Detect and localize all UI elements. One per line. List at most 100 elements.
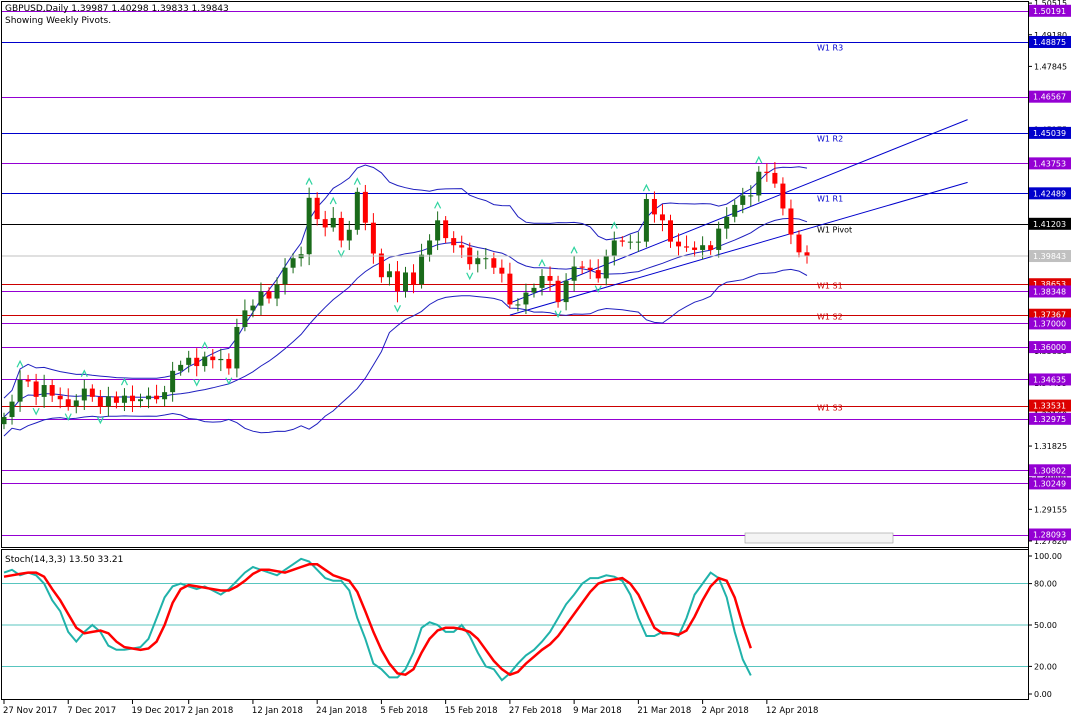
fractal-up-arrow <box>80 369 88 377</box>
price-tick-label: 1.31825 <box>1034 442 1067 451</box>
stoch-tick-label: 100.00 <box>1034 552 1062 561</box>
candle-bull <box>635 241 641 243</box>
candle-bull <box>435 220 441 241</box>
level-price-tag-label: 1.32975 <box>1033 415 1066 424</box>
level-price-tag <box>1029 477 1071 490</box>
candle-bull <box>563 280 569 303</box>
fractal-up-arrow <box>755 155 763 164</box>
level-name-label: W1 R3 <box>817 44 843 53</box>
time-axis: 27 Nov 2017 7 Dec 2017 19 Dec 2017 2 Jan 20… <box>3 700 818 716</box>
fractal-down-arrow <box>193 379 201 387</box>
level-price-tag <box>1029 126 1071 139</box>
candle-bull <box>105 396 111 407</box>
stoch-signal-line <box>3 563 752 677</box>
candle-bear <box>579 266 585 268</box>
candle-bull <box>346 229 352 241</box>
candle-bull <box>523 292 529 305</box>
level-price-tag <box>1029 373 1071 386</box>
bollinger-lower-band <box>3 268 808 437</box>
fractal-up-arrow <box>120 377 128 386</box>
candle-bear <box>113 396 119 403</box>
time-tick-label: 19 Dec 2017 <box>131 706 185 716</box>
candle-bull <box>603 255 609 279</box>
level-price-tag <box>1029 35 1071 48</box>
level-name-label: W1 R2 <box>817 135 843 144</box>
candle-bull <box>81 388 87 401</box>
candle-bear <box>619 240 625 242</box>
level-name-label: W1 Pivot <box>817 226 852 235</box>
stoch-main-line <box>3 557 752 682</box>
level-price-tag-label: 1.43753 <box>1033 159 1066 168</box>
time-tick-label: 5 Feb 2018 <box>380 706 428 716</box>
candle-bull <box>700 245 706 250</box>
candle-bear <box>194 357 200 367</box>
candle-bull <box>483 258 489 260</box>
candle-bear <box>587 267 593 271</box>
level-price-tag <box>1029 464 1071 477</box>
fractal-up-arrow <box>434 201 442 209</box>
candle-bull <box>716 228 722 250</box>
bollinger-bands <box>3 164 808 437</box>
candle-bear <box>764 171 770 173</box>
level-price-tag <box>1029 187 1071 200</box>
time-tick-label: 2 Jan 2018 <box>188 706 234 716</box>
candle-bear <box>651 198 657 215</box>
candle-bear <box>210 356 216 361</box>
period-separator-widget[interactable] <box>744 532 894 544</box>
candle-bear <box>89 388 95 397</box>
level-price-tag-label: 1.46567 <box>1033 93 1066 102</box>
candle-bull <box>170 370 176 393</box>
price-tick-label: 1.49180 <box>1034 31 1067 40</box>
candle-bull <box>306 197 312 255</box>
fractal-down-arrow <box>554 310 562 319</box>
candle-bull <box>419 254 425 285</box>
stochastic-frame <box>1 549 1029 700</box>
candle-bear <box>362 191 368 223</box>
fractal-up-arrow <box>538 258 546 267</box>
candle-bull <box>611 240 617 256</box>
fractal-down-arrow <box>96 416 104 425</box>
fractal-up-arrow <box>16 359 24 368</box>
level-price-tag-label: 1.42489 <box>1033 189 1066 198</box>
level-price-tag <box>1029 285 1071 298</box>
candle-bull <box>234 326 240 369</box>
candle-bear <box>491 258 497 268</box>
price-tick-label: 1.29155 <box>1034 505 1067 514</box>
bollinger-upper-band <box>3 164 808 399</box>
candle-bear <box>226 358 232 369</box>
price-tick-label: 1.47845 <box>1034 62 1067 71</box>
level-price-tag-label: 1.36000 <box>1033 343 1066 352</box>
candle-bear <box>154 395 160 400</box>
level-name-label: W1 S3 <box>817 404 843 413</box>
level-price-tag-label: 1.45039 <box>1033 129 1066 138</box>
level-price-tag <box>1029 90 1071 103</box>
candle-bear <box>676 241 682 247</box>
level-name-label: W1 S2 <box>817 313 843 322</box>
fractal-up-arrow <box>642 183 650 192</box>
level-price-tag-label: 1.50191 <box>1033 7 1066 16</box>
price-tick-label: 1.50515 <box>1034 0 1067 8</box>
candle-bear <box>57 395 63 400</box>
fractal-up-arrow <box>201 341 209 349</box>
candle-bull <box>258 291 264 306</box>
candle-bear <box>25 379 31 382</box>
candle-bear <box>780 183 786 209</box>
pivot-levels: W1 R3 W1 R2 W1 R1 W1 Pivot W1 S1 W1 S2 W1 S3 <box>2 11 1028 536</box>
time-tick-label: 12 Jan 2018 <box>252 706 303 716</box>
level-price-tag <box>1029 157 1071 170</box>
candle-bull <box>1 417 7 425</box>
candle-bull <box>386 271 392 278</box>
stochastic-title: Stoch(14,3,3) 13.50 33.21 <box>5 555 123 565</box>
candle-bear <box>394 271 400 292</box>
current-price-tag-label: 1.39843 <box>1033 252 1066 261</box>
candle-bear <box>459 245 465 248</box>
level-price-tag-label: 1.37000 <box>1033 319 1066 328</box>
candle-bear <box>772 172 778 184</box>
candle-bear <box>684 246 690 248</box>
candle-bear <box>129 395 135 402</box>
candle-bull <box>475 258 481 265</box>
trendline <box>509 181 968 316</box>
bollinger-middle-band <box>3 217 808 418</box>
candle-bull <box>178 364 184 371</box>
